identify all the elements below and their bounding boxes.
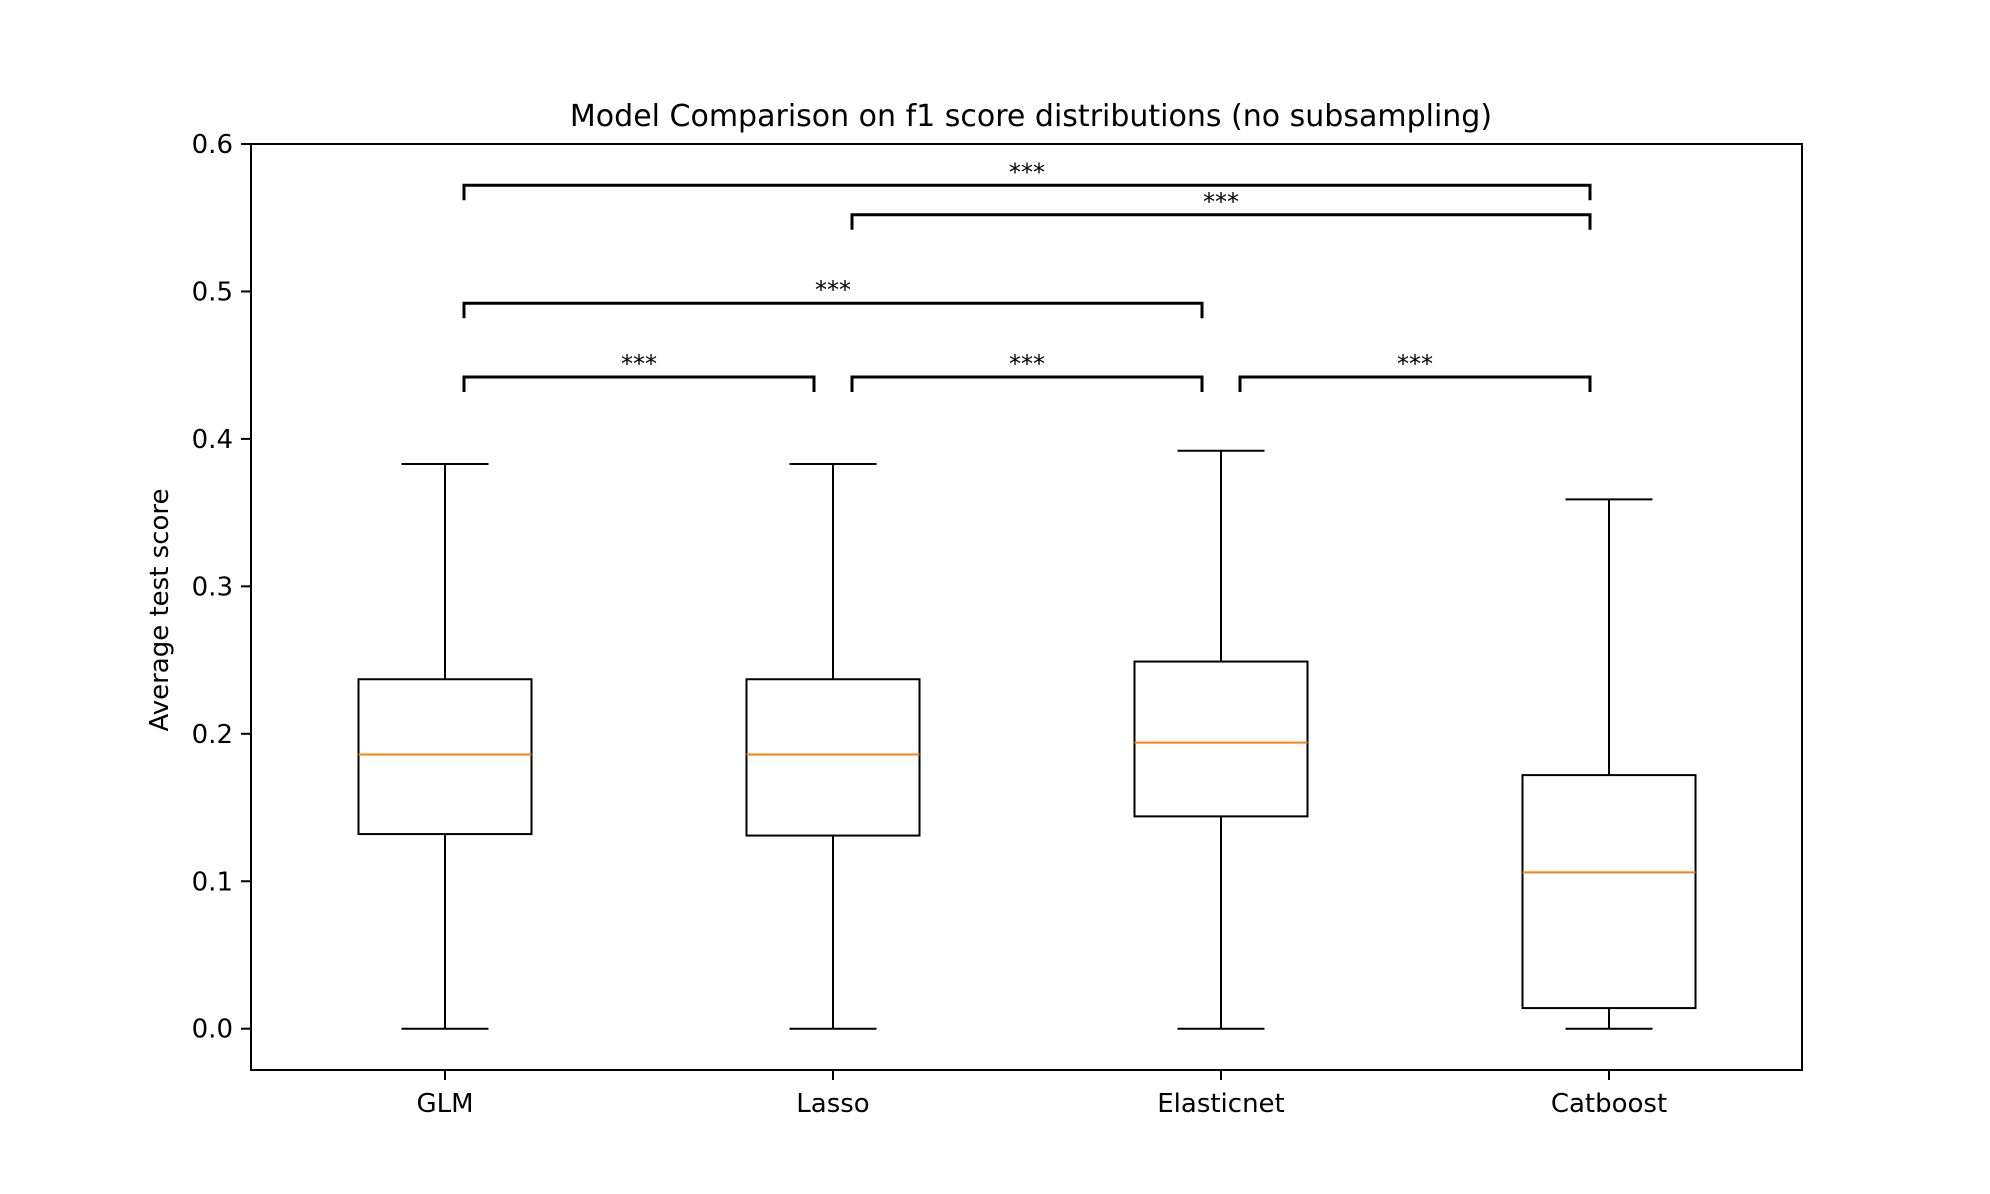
bracket-line bbox=[462, 183, 1592, 201]
y-tick-label: 0.5 bbox=[192, 277, 233, 307]
significance-label: *** bbox=[815, 276, 851, 304]
significance-bracket: *** bbox=[1238, 350, 1592, 392]
iqr-box bbox=[1521, 774, 1697, 1010]
box-catboost bbox=[1521, 498, 1697, 1030]
box-lasso bbox=[745, 462, 921, 1030]
significance-label: *** bbox=[1009, 158, 1045, 186]
y-tick-label: 0.2 bbox=[192, 720, 233, 750]
x-tick-label: GLM bbox=[416, 1089, 473, 1119]
x-tick-label: Elasticnet bbox=[1157, 1089, 1285, 1119]
y-tick-label: 0.6 bbox=[192, 130, 233, 160]
y-tick-label: 0.3 bbox=[192, 572, 233, 602]
y-axis-label: Average test score bbox=[145, 488, 175, 731]
significance-bracket: *** bbox=[462, 158, 1592, 201]
bracket-line bbox=[1238, 375, 1592, 392]
x-tick-label: Lasso bbox=[796, 1089, 869, 1119]
significance-bracket: *** bbox=[850, 350, 1204, 392]
y-tick-label: 0.4 bbox=[192, 425, 233, 455]
plot-area-frame bbox=[250, 143, 1803, 1071]
significance-bracket: *** bbox=[462, 350, 816, 392]
y-tick-label: 0.0 bbox=[192, 1015, 233, 1045]
bracket-line bbox=[850, 213, 1592, 230]
x-tick-label: Catboost bbox=[1551, 1089, 1667, 1119]
chart-title: Model Comparison on f1 score distributio… bbox=[570, 99, 1492, 134]
axis-ticks: 0.0 0.1 0.2 0.3 0.4 0.5 0.6 GLM Lasso Elasticnet C… bbox=[192, 130, 1668, 1119]
iqr-box bbox=[357, 678, 533, 836]
significance-label: *** bbox=[1009, 350, 1045, 378]
significance-bracket: *** bbox=[850, 188, 1592, 230]
box-elasticnet bbox=[1133, 449, 1309, 1030]
box-series bbox=[357, 449, 1697, 1030]
iqr-box bbox=[1133, 660, 1309, 818]
box-glm bbox=[357, 462, 533, 1030]
y-tick-label: 0.1 bbox=[192, 867, 233, 897]
iqr-box bbox=[745, 678, 921, 837]
significance-label: *** bbox=[1397, 350, 1433, 378]
significance-label: *** bbox=[621, 350, 657, 378]
bracket-line bbox=[462, 375, 816, 392]
significance-bracket: *** bbox=[462, 276, 1204, 319]
significance-label: *** bbox=[1203, 188, 1239, 216]
bracket-line bbox=[462, 301, 1204, 319]
significance-brackets: *** *** *** *** *** *** bbox=[462, 158, 1592, 392]
bracket-line bbox=[850, 375, 1204, 392]
